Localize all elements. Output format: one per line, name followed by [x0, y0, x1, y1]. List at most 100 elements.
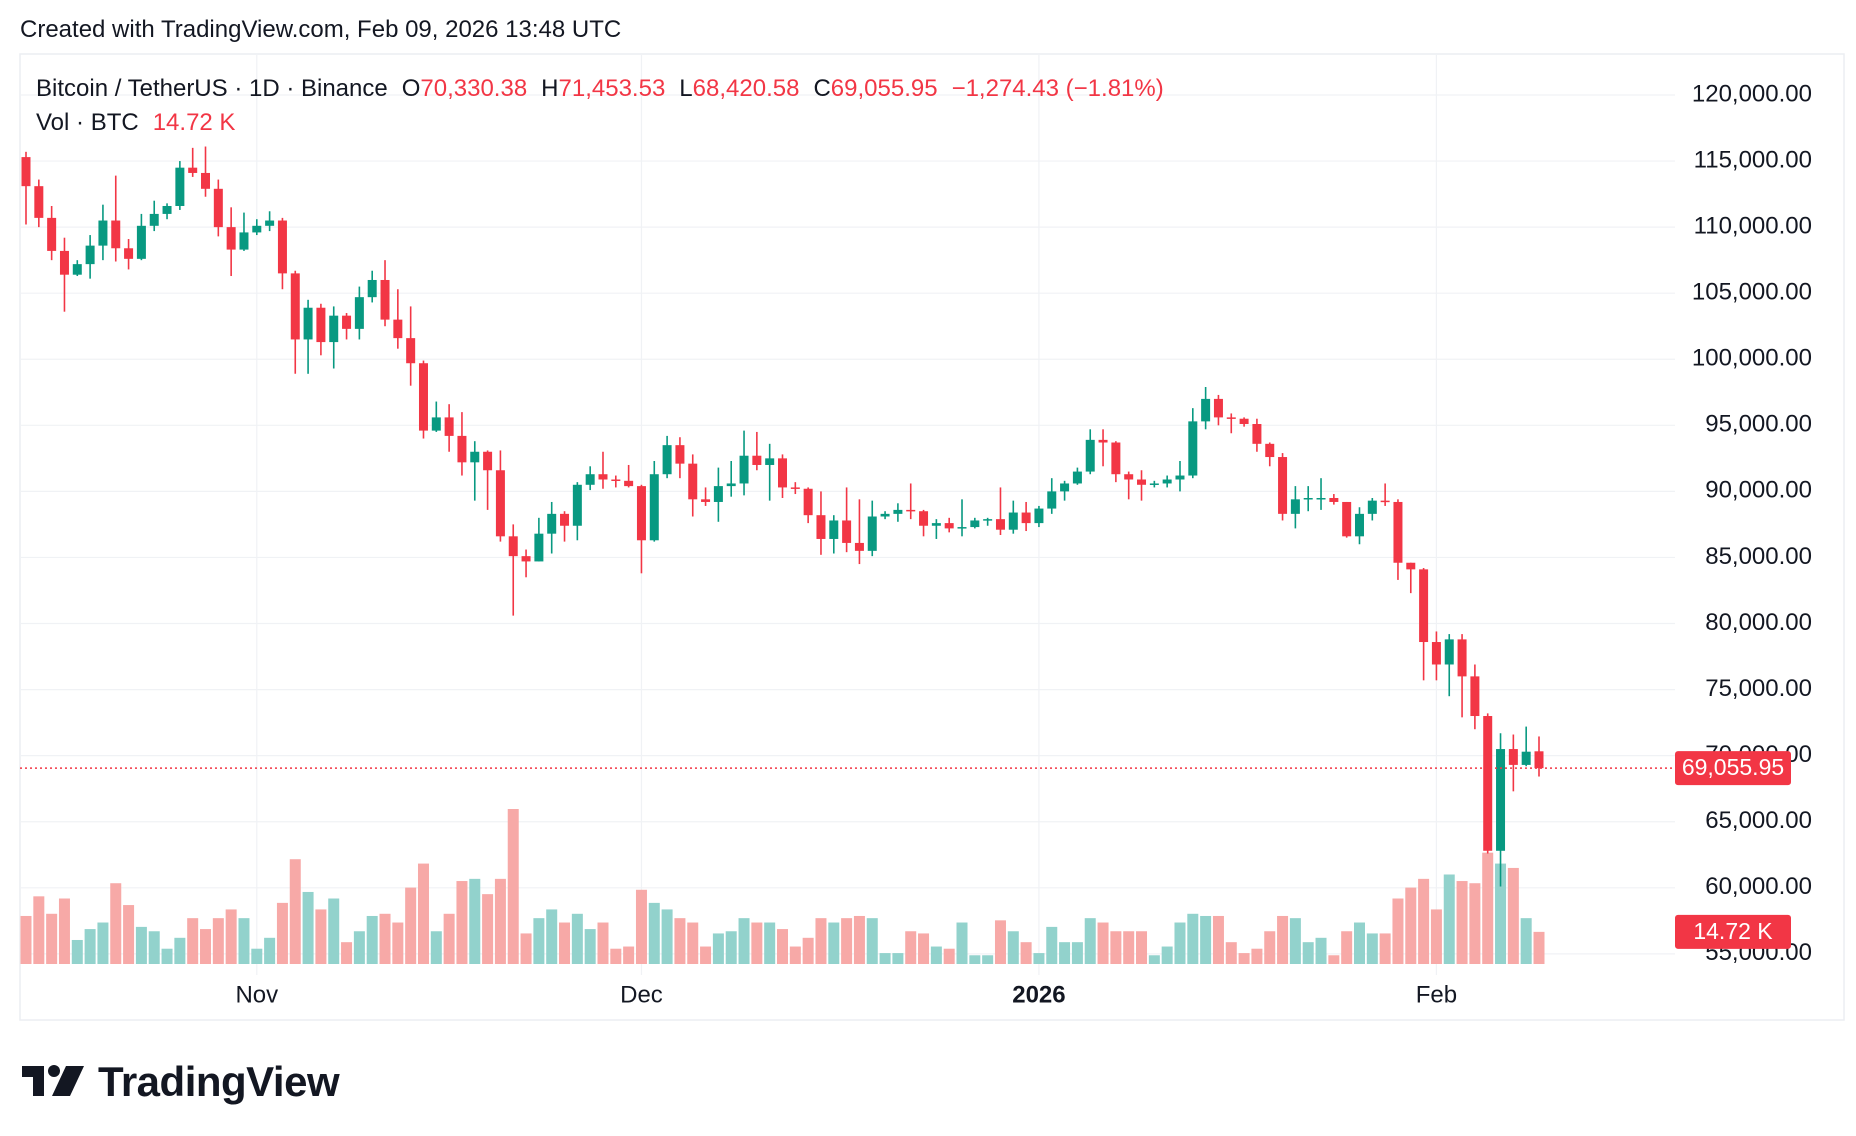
candle-body [521, 556, 531, 562]
close-value: 69,055.95 [830, 75, 938, 102]
volume-bar [866, 918, 878, 964]
volume-bar [1418, 878, 1430, 964]
volume-bar [1174, 922, 1186, 964]
volume-bar [443, 913, 455, 964]
y-tick-label: 100,000.00 [1692, 345, 1812, 372]
candle-body [957, 527, 967, 529]
candle-body [1406, 562, 1416, 570]
candle-body [418, 363, 428, 431]
volume-bar [456, 881, 468, 964]
volume-bar [559, 922, 571, 964]
volume-bar [1161, 946, 1173, 964]
volume-bar [751, 922, 763, 964]
volume-bar [1123, 931, 1135, 964]
candle-body [1534, 751, 1544, 769]
candle-body [98, 220, 108, 246]
last-price-label: 69,055.95 [1682, 754, 1784, 780]
volume-bar [1507, 867, 1519, 964]
candle-body [701, 499, 711, 502]
close-key: C [813, 75, 831, 102]
volume-bar [1059, 942, 1071, 964]
candle-body [624, 480, 634, 487]
candle-body [1124, 474, 1134, 480]
volume-bar [469, 878, 481, 964]
volume-bar [584, 929, 596, 964]
candle-body [1149, 483, 1159, 485]
volume-bar [392, 922, 404, 964]
candle-body [931, 523, 941, 526]
candle-body [457, 435, 467, 463]
y-tick-label: 75,000.00 [1705, 675, 1812, 702]
volume-bar [1200, 915, 1212, 964]
candle-body [431, 417, 441, 431]
candle-body [1175, 475, 1185, 480]
volume-bar [969, 955, 981, 964]
volume-bar [84, 929, 96, 964]
x-tick-label: Dec [620, 981, 663, 1008]
candle-body [508, 536, 518, 557]
volume-bar [341, 942, 353, 964]
volume-bar [161, 948, 173, 964]
candle-body [893, 509, 903, 514]
high-key: H [541, 75, 559, 102]
volume-bar [212, 918, 224, 964]
candle-body [675, 445, 685, 464]
volume-bar [1328, 955, 1340, 964]
volume-bar [123, 905, 135, 964]
volume-bar [828, 922, 840, 964]
candle-body [649, 474, 659, 541]
volume-bar [20, 915, 32, 964]
volume-value-box [1675, 914, 1791, 949]
volume-bar [700, 946, 712, 964]
volume-bar [430, 931, 442, 964]
candle-body [367, 279, 377, 298]
candle-body [585, 474, 595, 485]
volume-bar [302, 891, 314, 964]
candle-body [790, 487, 800, 489]
y-tick-label: 85,000.00 [1705, 543, 1812, 570]
volume-bar [930, 946, 942, 964]
volume-bar [379, 913, 391, 964]
y-tick-label: 110,000.00 [1694, 212, 1812, 239]
volume-bar [853, 915, 865, 964]
candle-body [803, 488, 813, 516]
candle-body [72, 264, 82, 275]
candle-body [329, 315, 339, 343]
volume-bar [802, 937, 814, 964]
candle-body [765, 458, 775, 465]
candle-body [534, 533, 544, 562]
candle-body [1137, 479, 1147, 485]
volume-bar [1277, 915, 1289, 964]
candle-body [1162, 479, 1172, 484]
candle-body [226, 227, 236, 250]
volume-bar [1520, 918, 1532, 964]
volume-bar [1110, 931, 1122, 964]
volume-bar [328, 898, 340, 964]
volume-bar [1187, 913, 1199, 964]
volume-bar [1264, 931, 1276, 964]
volume-bar [1148, 955, 1160, 964]
volume-bar [1212, 915, 1224, 964]
candle-body [1239, 418, 1249, 425]
open-value: 70,330.38 [420, 75, 528, 102]
volume-bar [687, 922, 699, 964]
volume-bar [1084, 918, 1096, 964]
candle-body [495, 470, 505, 537]
candle-body [380, 279, 390, 320]
candle-body [598, 474, 608, 480]
volume-bar [1469, 883, 1481, 964]
x-tick-label: Nov [235, 981, 278, 1008]
candle-body [470, 451, 480, 463]
x-tick-label: Feb [1416, 981, 1457, 1008]
volume-bar [546, 909, 558, 964]
volume-bar [712, 933, 724, 964]
volume-bar [366, 915, 378, 964]
candle-body [85, 245, 95, 265]
candle-body [354, 297, 364, 329]
volume-bar [597, 922, 609, 964]
candle-body [854, 542, 864, 551]
candle-body [572, 484, 582, 526]
volume-bar [1033, 953, 1045, 964]
candle-body [970, 520, 980, 528]
candle-body [1098, 439, 1108, 443]
